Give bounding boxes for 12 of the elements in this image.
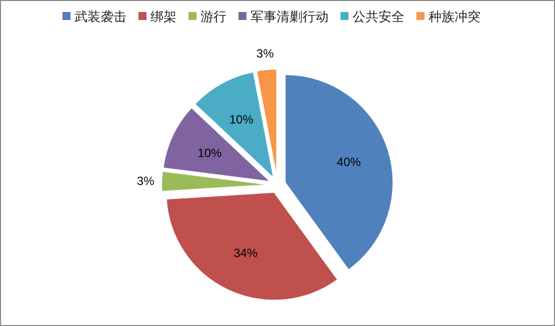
legend-label: 军事清剿行动 (250, 9, 328, 24)
legend-label: 武装袭击 (74, 9, 126, 24)
data-label: 40% (336, 154, 362, 169)
data-label: 3% (136, 174, 155, 188)
legend-label: 种族冲突 (428, 9, 480, 24)
data-label: 3% (256, 46, 274, 61)
legend-label: 绑架 (150, 9, 176, 24)
data-label: 10% (229, 112, 254, 126)
data-label: 34% (234, 246, 258, 260)
legend-label: 游行 (200, 9, 226, 24)
legend-label: 公共安全 (352, 9, 404, 24)
data-label: 10% (198, 146, 222, 160)
